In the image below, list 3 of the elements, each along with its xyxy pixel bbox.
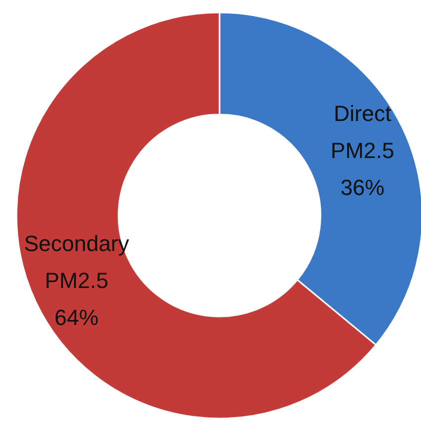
data-label: 64% bbox=[54, 305, 99, 330]
data-label: 36% bbox=[340, 174, 384, 200]
slice-label: Direct PM2.5 bbox=[330, 100, 394, 163]
